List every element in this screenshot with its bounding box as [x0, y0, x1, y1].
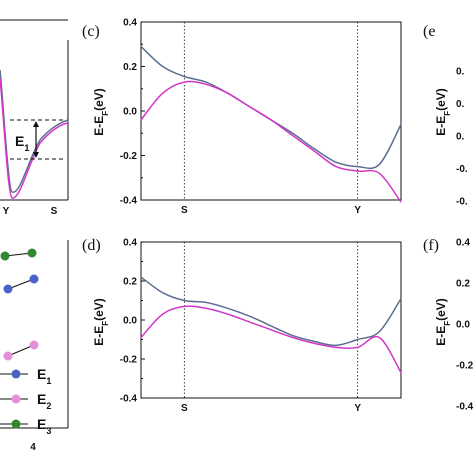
panel-d-xtick-s: S [181, 403, 188, 414]
panel-d-frame [140, 241, 402, 399]
panel-e-ytick-label-2: 0. [456, 132, 465, 143]
panel-a-x-tick-s: S [51, 206, 58, 217]
panel-b-marker-green-2 [27, 248, 37, 258]
panel-b-marker-pink-2 [29, 340, 39, 350]
panel-d-label: (d) [82, 237, 101, 254]
panel-b-marker-blue-2 [29, 274, 39, 284]
panel-b-x-tick: 4 [30, 442, 36, 453]
panel-d-band-1 [140, 276, 402, 347]
panel-a-annotation: E1 [15, 133, 29, 153]
panel-a-band-1 [0, 69, 69, 193]
panel-d-ytick-label-2: 0.0 [123, 316, 137, 327]
panel-c-ytick-label-2: 0.0 [123, 107, 137, 118]
panel-b-partial: E1 E2 E3 4 [0, 240, 69, 453]
panel-c-xtick-y: Y [354, 205, 361, 216]
panel-f-partial: (f) E-EF(eV) 0.4 0.2 0.0 -0.2 -0.4 [423, 237, 474, 413]
panel-b-link-green [4, 252, 33, 257]
panel-a-band-2 [0, 77, 69, 199]
panel-f-ytick-label-3: -0.2 [456, 361, 474, 372]
legend-marker-2 [11, 394, 21, 404]
panel-f-label: (f) [423, 237, 439, 254]
panel-a-arrow-head-up [33, 121, 39, 127]
panel-d-ytick-label-1: 0.2 [123, 277, 137, 288]
panel-c-band-1 [140, 45, 402, 170]
panel-b-link-blue [7, 278, 35, 290]
panel-b-link-pink [7, 344, 35, 357]
legend-label-3: E3 [37, 416, 51, 436]
panel-e-partial: (e E-EF(eV) 0. 0. 0. -0. -0. [423, 23, 468, 208]
panel-f-ytick-label-0: 0.4 [456, 238, 470, 249]
panel-d-ytick-label-3: -0.2 [120, 355, 138, 366]
panel-c-frame [140, 21, 402, 201]
panel-c-xtick-s: S [181, 205, 188, 216]
panel-c-ytick-label-4: -0.4 [120, 196, 138, 207]
panel-f-ytick-label-1: 0.2 [456, 279, 470, 290]
panel-d: (d) E-EF(eV) 0.4 0.2 0.0 -0.2 -0.4 S Y [82, 237, 402, 414]
legend-marker-1 [11, 369, 21, 379]
panel-d-ytick-label-0: 0.4 [123, 238, 137, 249]
panel-d-ylabel: E-EF(eV) [92, 298, 110, 346]
panel-b-legend: E1 E2 E3 [0, 366, 51, 436]
legend-label-1: E1 [37, 366, 51, 386]
panel-c: (c) E-EF(eV) 0.4 0.2 0.0 -0.2 -0.4 S Y [82, 18, 402, 216]
panel-e-ytick-label-0: 0. [456, 67, 465, 78]
panel-b-marker-pink-1 [3, 351, 13, 361]
panel-c-band-2 [140, 80, 402, 203]
panel-f-ytick-label-4: -0.4 [456, 402, 474, 413]
panel-c-label: (c) [82, 23, 100, 40]
panel-e-ylabel: E-EF(eV) [434, 88, 452, 136]
panel-c-ytick-label-0: 0.4 [123, 18, 137, 29]
panel-a-x-tick-y: Y [3, 206, 10, 217]
panel-e-label: (e [423, 23, 435, 40]
panel-c-ytick-label-3: -0.2 [120, 151, 138, 162]
legend-marker-3 [11, 419, 21, 429]
panel-e-ytick-label-4: -0. [456, 197, 468, 208]
panel-d-band-2 [140, 305, 402, 373]
panel-d-xtick-y: Y [354, 403, 361, 414]
legend-label-2: E2 [37, 391, 51, 411]
panel-f-ytick-label-2: 0.0 [456, 320, 470, 331]
panel-a-arrow-head-down [33, 152, 39, 158]
panel-b-marker-green-1 [0, 251, 10, 261]
panel-d-ytick-label-4: -0.4 [120, 394, 138, 405]
panel-c-ylabel: E-EF(eV) [92, 88, 110, 136]
panel-c-ytick-label-1: 0.2 [123, 62, 137, 73]
panel-e-ytick-label-1: 0. [456, 99, 465, 110]
panel-b-marker-blue-1 [3, 284, 13, 294]
panel-f-ylabel: E-EF(eV) [434, 298, 452, 346]
panel-e-ytick-label-3: -0. [456, 164, 468, 175]
panel-a-partial: E1 Y S [0, 19, 69, 217]
